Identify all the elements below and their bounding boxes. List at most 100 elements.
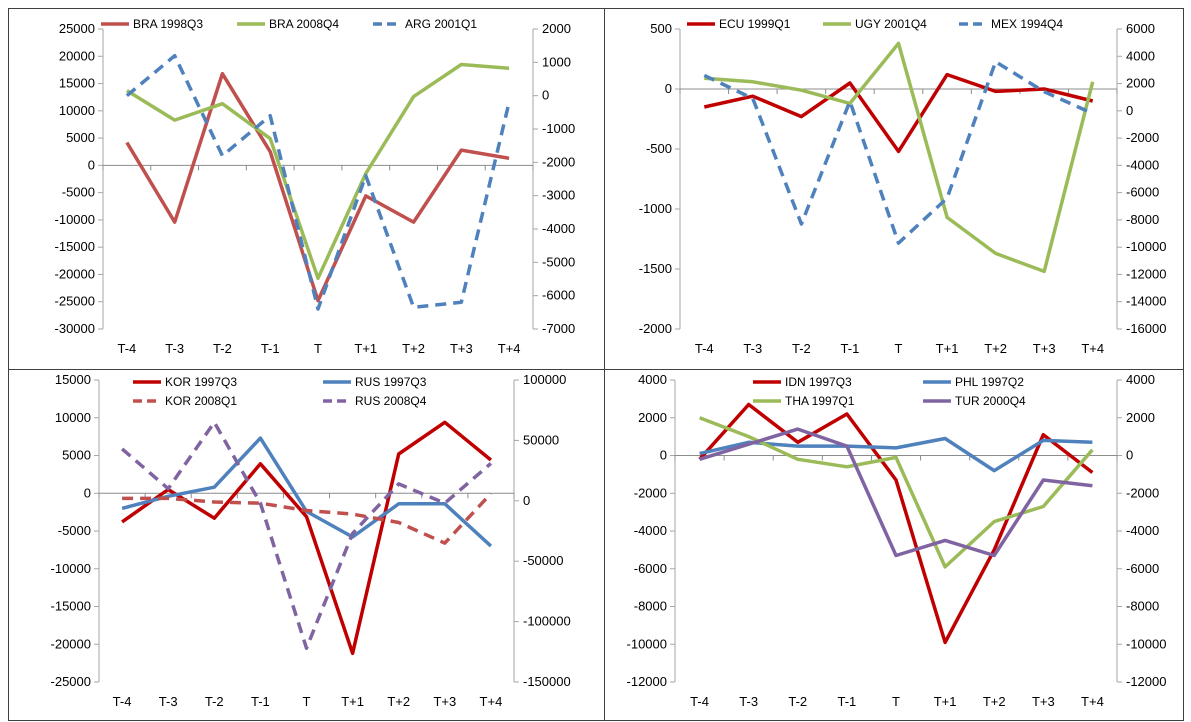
left-y-tick-label: -15000 bbox=[51, 599, 91, 614]
right-y-tick-label: -6000 bbox=[1126, 561, 1159, 576]
x-tick-label: T-2 bbox=[213, 341, 232, 356]
series-line-mex-1994q4 bbox=[703, 59, 1094, 245]
left-y-tick-label: -25000 bbox=[51, 674, 91, 689]
series-line-tur-2000q4 bbox=[699, 427, 1093, 558]
right-y-tick-label: -4000 bbox=[542, 221, 575, 236]
left-y-tick-label: 15000 bbox=[55, 372, 91, 387]
chart-panel-kor-rus: 15000 10000 5000 0 -5000 -10000 -15000 -20000 -2… bbox=[8, 369, 605, 721]
x-tick-label: T-4 bbox=[117, 341, 136, 356]
chart-svg-ecu-ugy-mex: 500 0 -500 -1000 -1500 -2000 6000 4000 2000 0 -200… bbox=[639, 17, 1167, 356]
right-y-tick-label: -8000 bbox=[1126, 599, 1159, 614]
legend-label-kor-1997q3: KOR 1997Q3 bbox=[165, 375, 237, 389]
x-tick-label: T+2 bbox=[984, 341, 1007, 356]
x-tick-label: T+4 bbox=[480, 694, 503, 709]
legend-label-idn-1997q3: IDN 1997Q3 bbox=[785, 375, 852, 389]
left-y-tick-label: 25000 bbox=[59, 21, 95, 36]
chart-svg-idn-phl-tha-tur: 4000 2000 0 -2000 -4000 -6000 -8000 -10000 -1200… bbox=[627, 372, 1167, 709]
left-y-tick-label: -10000 bbox=[55, 212, 95, 227]
x-tick-label: T bbox=[314, 341, 322, 356]
left-y-tick-label: -2000 bbox=[634, 485, 667, 500]
legend-label-bra-1998q3: BRA 1998Q3 bbox=[133, 17, 203, 31]
right-y-tick-label: -3000 bbox=[542, 188, 575, 203]
x-tick-label: T+3 bbox=[433, 694, 456, 709]
left-y-tick-label: 5000 bbox=[66, 130, 95, 145]
left-y-tick-label: 10000 bbox=[55, 410, 91, 425]
left-y-tick-label: -10000 bbox=[51, 561, 91, 576]
right-y-tick-label: -6000 bbox=[1126, 185, 1159, 200]
left-y-tick-label: 0 bbox=[84, 485, 91, 500]
series-line-kor-2008q1 bbox=[122, 492, 493, 545]
left-y-tick-label: -12000 bbox=[627, 674, 667, 689]
left-y-tick-label: -1500 bbox=[639, 261, 672, 276]
left-y-tick-label: 20000 bbox=[59, 48, 95, 63]
left-y-tick-label: 4000 bbox=[638, 372, 667, 387]
right-y-tick-label: -12000 bbox=[1126, 674, 1166, 689]
right-y-tick-label: 2000 bbox=[1126, 76, 1155, 91]
left-y-tick-label: -2000 bbox=[639, 321, 672, 336]
x-tick-label: T+2 bbox=[983, 694, 1006, 709]
legend-label-phl-1997q2: PHL 1997Q2 bbox=[955, 375, 1024, 389]
right-y-tick-label: -14000 bbox=[1126, 294, 1166, 309]
right-y-tick-label: -100000 bbox=[523, 614, 571, 629]
series-line-bra-2008q4 bbox=[125, 62, 510, 281]
x-tick-label: T+1 bbox=[341, 694, 364, 709]
series-line-bra-1998q3 bbox=[125, 71, 510, 303]
right-y-tick-label: -150000 bbox=[523, 674, 571, 689]
left-y-tick-label: -5000 bbox=[62, 185, 95, 200]
right-y-tick-label: -6000 bbox=[542, 288, 575, 303]
x-tick-label: T-4 bbox=[113, 694, 132, 709]
right-y-tick-label: 50000 bbox=[523, 432, 559, 447]
series-line-tha-1997q1 bbox=[698, 416, 1094, 569]
legend-label-ecu-1999q1: ECU 1999Q1 bbox=[719, 17, 791, 31]
series-line-rus-1997q3 bbox=[121, 436, 493, 548]
x-tick-label: T-3 bbox=[165, 341, 184, 356]
x-tick-label: T-1 bbox=[261, 341, 280, 356]
right-y-tick-label: 100000 bbox=[523, 372, 566, 387]
right-y-tick-label: 4000 bbox=[1126, 372, 1155, 387]
x-tick-label: T-3 bbox=[159, 694, 178, 709]
x-tick-label: T-3 bbox=[743, 341, 762, 356]
chart-svg-kor-rus: 150001000050000-5000-10000-15000-20000-2… bbox=[51, 372, 571, 709]
chart-svg-bra-arg: 2500020000150001000050000-5000-10000-150… bbox=[55, 17, 576, 356]
left-y-tick-label: -1000 bbox=[639, 201, 672, 216]
left-y-tick-label: -25000 bbox=[55, 294, 95, 309]
x-tick-label: T+3 bbox=[1033, 341, 1056, 356]
x-tick-label: T-1 bbox=[837, 694, 856, 709]
right-y-tick-label: -12000 bbox=[1126, 266, 1166, 281]
left-y-tick-label: -6000 bbox=[634, 561, 667, 576]
right-y-tick-label: 2000 bbox=[1126, 410, 1155, 425]
x-tick-label: T-1 bbox=[841, 341, 860, 356]
right-y-tick-label: 0 bbox=[1126, 448, 1133, 463]
legend-label-ugy-2001q4: UGY 2001Q4 bbox=[855, 17, 927, 31]
x-tick-label: T bbox=[895, 341, 903, 356]
right-y-tick-label: -2000 bbox=[1126, 485, 1159, 500]
right-y-tick-label: 6000 bbox=[1126, 21, 1155, 36]
left-y-tick-label: 10000 bbox=[59, 103, 95, 118]
left-y-tick-label: -15000 bbox=[55, 239, 95, 254]
right-y-tick-label: 2000 bbox=[542, 21, 571, 36]
legend-label-tha-1997q1: THA 1997Q1 bbox=[785, 394, 855, 408]
x-tick-label: T+3 bbox=[1032, 694, 1055, 709]
left-y-tick-label: -30000 bbox=[55, 321, 95, 336]
right-y-tick-label: -5000 bbox=[542, 254, 575, 269]
x-tick-label: T+4 bbox=[1081, 341, 1104, 356]
left-y-tick-label: 500 bbox=[650, 21, 672, 36]
x-tick-label: T+3 bbox=[450, 341, 473, 356]
x-tick-label: T+1 bbox=[354, 341, 377, 356]
left-y-tick-label: -10000 bbox=[627, 636, 667, 651]
x-tick-label: T+2 bbox=[402, 341, 425, 356]
left-y-tick-label: -500 bbox=[646, 141, 672, 156]
x-tick-label: T-3 bbox=[739, 694, 758, 709]
legend-label-rus-1997q3: RUS 1997Q3 bbox=[355, 375, 427, 389]
right-y-tick-label: -2000 bbox=[1126, 130, 1159, 145]
legend-label-mex-1994q4: MEX 1994Q4 bbox=[991, 17, 1063, 31]
x-tick-label: T+1 bbox=[934, 694, 957, 709]
legend-label-rus-2008q4: RUS 2008Q4 bbox=[355, 394, 427, 408]
left-y-tick-label: 0 bbox=[665, 81, 672, 96]
right-y-tick-label: -4000 bbox=[1126, 157, 1159, 172]
series-line-ugy-2001q4 bbox=[704, 41, 1095, 274]
x-tick-label: T+4 bbox=[498, 341, 521, 356]
x-tick-label: T-4 bbox=[695, 341, 714, 356]
series-line-kor-1997q3 bbox=[121, 420, 493, 656]
x-tick-label: T+1 bbox=[936, 341, 959, 356]
